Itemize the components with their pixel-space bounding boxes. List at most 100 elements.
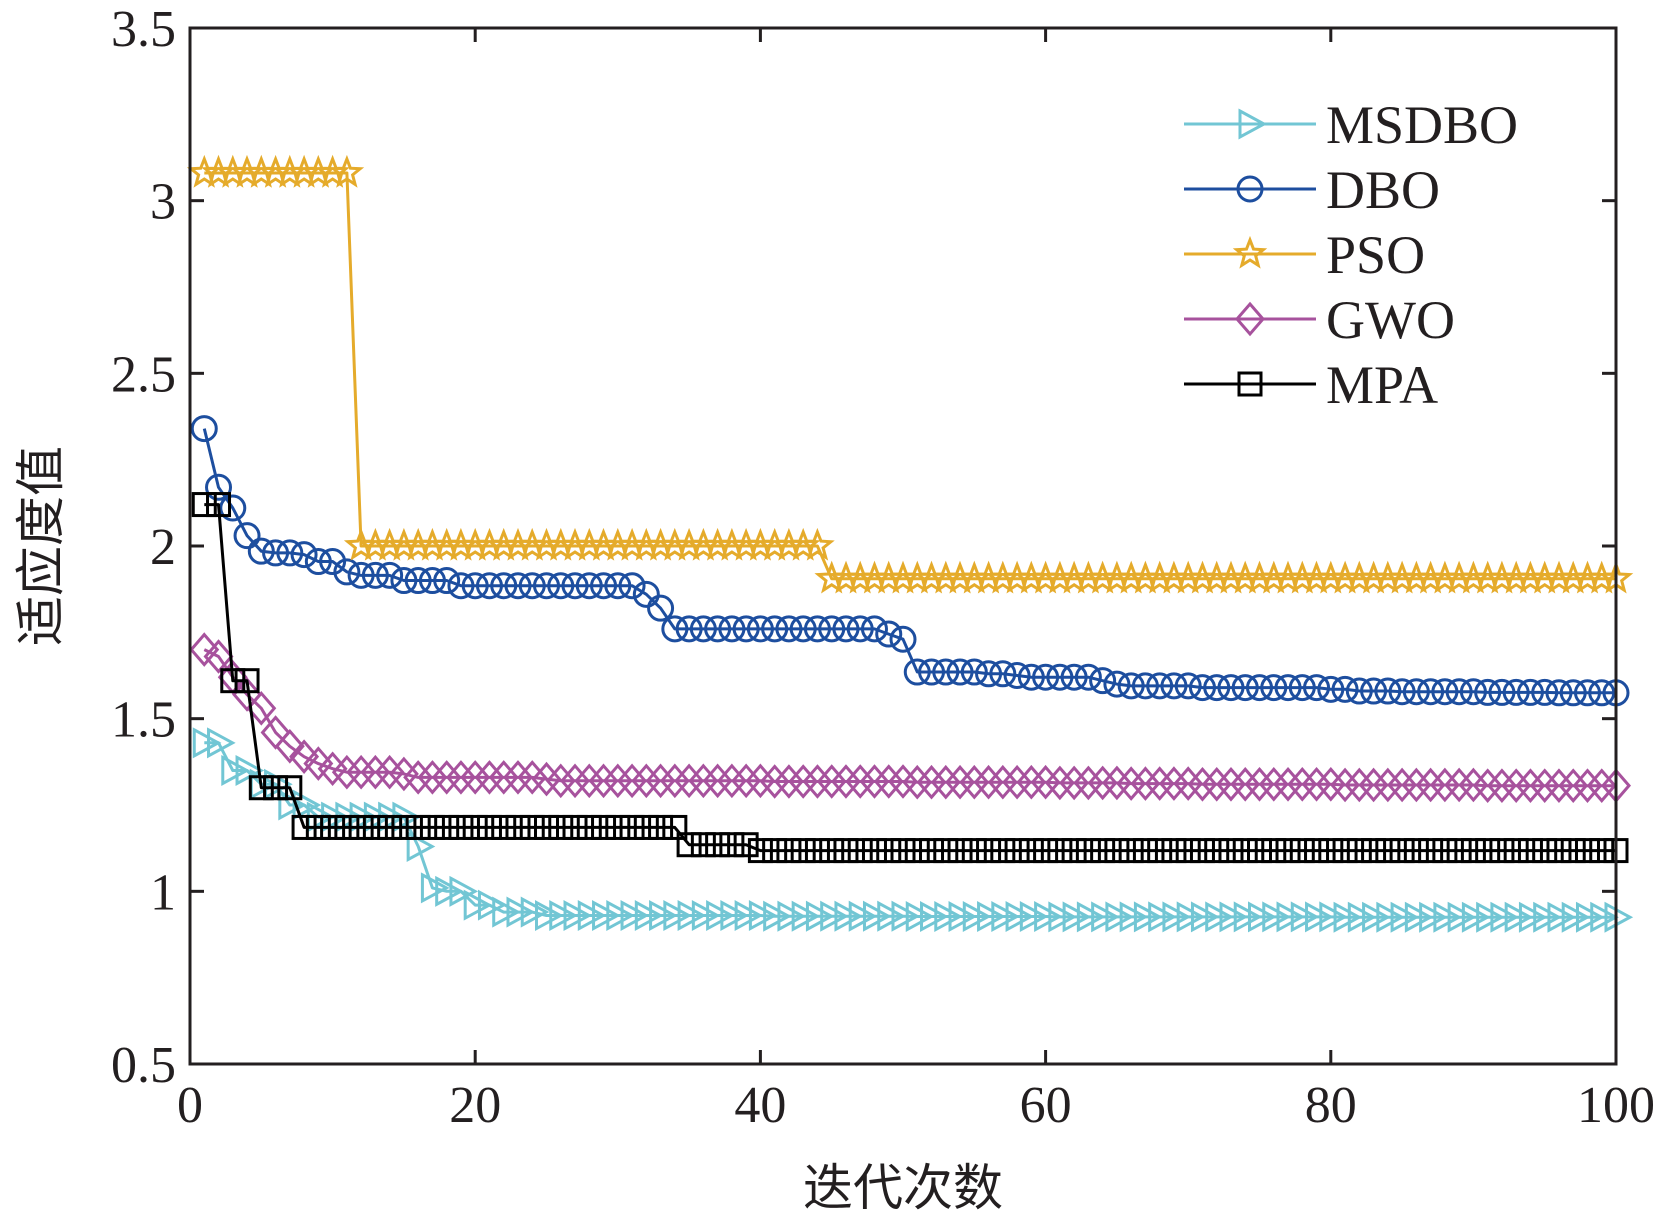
data-point-gwo <box>1344 767 1375 803</box>
data-point-mpa <box>234 668 260 694</box>
data-point-mpa <box>277 775 303 801</box>
data-point-msdbo <box>734 899 764 932</box>
data-point-dbo <box>818 615 846 643</box>
data-point-mpa <box>1361 838 1387 864</box>
data-point-msdbo <box>891 900 921 932</box>
data-point-gwo <box>1030 764 1061 800</box>
data-point-dbo <box>803 615 831 643</box>
data-point-dbo <box>1017 663 1045 691</box>
data-point-gwo <box>1215 766 1246 802</box>
data-point-msdbo <box>691 899 721 932</box>
data-point-mpa <box>1304 838 1330 864</box>
data-point-gwo <box>1101 765 1132 801</box>
data-point-mpa <box>1475 838 1501 864</box>
data-point-mpa <box>1018 838 1044 864</box>
data-point-mpa <box>476 814 502 840</box>
data-point-msdbo <box>805 900 835 932</box>
data-point-msdbo <box>1076 901 1106 933</box>
data-point-mpa <box>334 814 360 840</box>
data-point-dbo <box>1388 678 1416 706</box>
data-point-dbo <box>1117 672 1145 700</box>
data-point-gwo <box>1130 766 1161 801</box>
data-point-dbo <box>718 615 746 643</box>
data-point-mpa <box>391 814 417 840</box>
y-tick-label: 0.5 <box>111 1037 176 1094</box>
legend-item-pso: PSO <box>1184 225 1425 285</box>
y-tick-label: 1.5 <box>111 692 176 749</box>
data-point-msdbo <box>1248 901 1277 933</box>
data-point-gwo <box>1273 766 1304 802</box>
data-point-gwo <box>973 764 1004 800</box>
data-point-dbo <box>1089 667 1117 695</box>
data-point-mpa <box>947 838 973 864</box>
data-point-gwo <box>1087 765 1118 801</box>
data-point-gwo <box>645 763 676 799</box>
data-point-mpa <box>1503 838 1529 864</box>
data-point-dbo <box>989 660 1017 688</box>
data-point-msdbo <box>934 901 963 933</box>
x-tick-label: 20 <box>449 1077 501 1134</box>
data-point-gwo <box>631 763 662 799</box>
data-point-msdbo <box>1376 901 1405 933</box>
data-point-dbo <box>732 615 760 643</box>
data-point-dbo <box>932 658 960 686</box>
data-point-mpa <box>1232 838 1258 864</box>
series-line-msdbo <box>204 741 1616 919</box>
data-point-dbo <box>390 567 418 595</box>
data-point-mpa <box>719 832 745 858</box>
data-point-dbo <box>1516 678 1544 706</box>
data-point-pso <box>800 527 835 561</box>
data-point-msdbo <box>1390 901 1420 933</box>
data-point-gwo <box>360 754 391 790</box>
data-point-mpa <box>248 775 274 801</box>
data-point-dbo <box>1459 678 1487 706</box>
data-point-dbo <box>347 561 375 589</box>
data-point-mpa <box>762 838 788 864</box>
data-point-dbo <box>433 567 461 595</box>
data-point-gwo <box>674 763 705 799</box>
data-point-mpa <box>1004 838 1030 864</box>
data-point-mpa <box>648 814 674 840</box>
series-dbo <box>190 415 1630 707</box>
data-point-msdbo <box>1433 901 1463 933</box>
data-point-dbo <box>262 539 290 567</box>
data-point-gwo <box>1315 766 1346 802</box>
data-point-dbo <box>1445 678 1473 706</box>
data-point-mpa <box>1218 838 1244 864</box>
data-point-mpa <box>1375 838 1401 864</box>
data-point-dbo <box>1374 677 1402 705</box>
data-point-mpa <box>1418 838 1444 864</box>
data-point-gwo <box>1572 768 1603 803</box>
data-point-dbo <box>1217 674 1245 702</box>
data-point-msdbo <box>1476 901 1505 933</box>
data-point-msdbo <box>962 901 992 933</box>
series-line-dbo <box>202 428 1616 695</box>
data-point-mpa <box>633 814 659 840</box>
data-point-gwo <box>830 764 861 799</box>
legend-label-gwo: GWO <box>1326 290 1455 350</box>
data-point-mpa <box>833 838 859 864</box>
data-point-dbo <box>604 572 632 600</box>
data-point-dbo <box>789 615 817 643</box>
data-point-gwo <box>260 715 291 750</box>
data-point-gwo <box>474 760 505 795</box>
data-point-dbo <box>1345 677 1373 705</box>
data-point-msdbo <box>506 896 536 928</box>
y-tick-label: 3 <box>150 174 176 231</box>
data-point-gwo <box>1044 765 1075 801</box>
data-point-mpa <box>1132 838 1158 864</box>
data-point-mpa <box>377 814 403 840</box>
data-point-gwo <box>1515 768 1546 803</box>
data-point-msdbo <box>991 901 1020 933</box>
data-point-dbo <box>205 473 233 501</box>
legend-item-msdbo: MSDBO <box>1184 95 1518 155</box>
data-point-gwo <box>445 760 476 795</box>
data-point-dbo <box>704 615 732 643</box>
data-point-dbo <box>1046 663 1074 691</box>
data-point-gwo <box>716 763 747 799</box>
y-tick-label: 3.5 <box>111 1 176 58</box>
data-point-gwo <box>845 764 876 799</box>
data-point-mpa <box>904 838 930 864</box>
data-point-msdbo <box>977 901 1006 933</box>
